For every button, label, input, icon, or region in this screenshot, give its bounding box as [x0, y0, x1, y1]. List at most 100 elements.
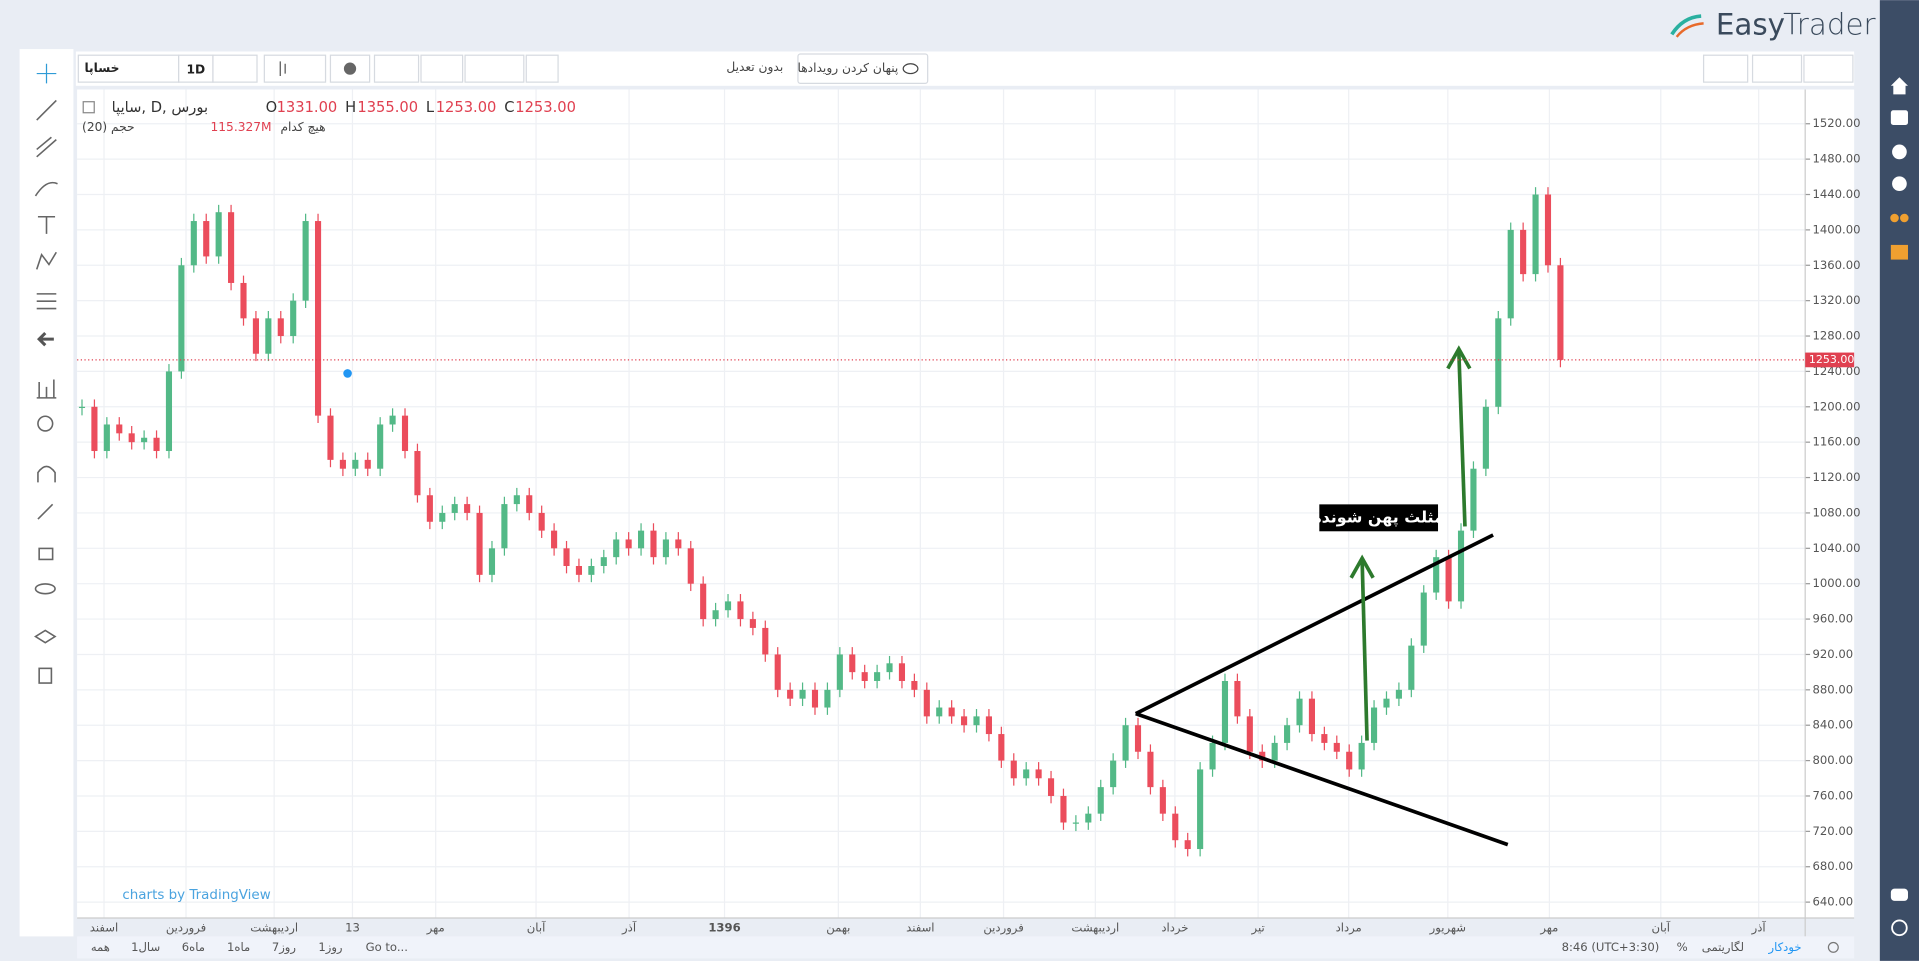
chart-icon[interactable] — [1890, 244, 1908, 260]
settings-button[interactable] — [329, 54, 371, 83]
candle-body — [277, 318, 284, 337]
triangle-upper — [1134, 533, 1494, 716]
cloud-upload-button[interactable] — [1803, 54, 1854, 83]
home-icon[interactable] — [1890, 77, 1908, 95]
x-tick-label: مرداد — [1336, 920, 1362, 935]
settings-icon[interactable] — [1827, 941, 1839, 953]
symbol-input[interactable] — [77, 54, 180, 83]
candle-body — [1097, 787, 1104, 814]
indicators-button[interactable] — [373, 54, 420, 83]
interval-menu[interactable] — [212, 54, 258, 83]
open-value: 1331.00 — [277, 99, 338, 116]
candle-body — [700, 583, 707, 620]
snapshot-button[interactable] — [1702, 54, 1749, 83]
interval-button[interactable] — [178, 54, 214, 83]
log-button[interactable]: لگاریتمی — [1702, 940, 1744, 955]
candle-body — [961, 716, 968, 726]
candle-icon — [279, 61, 286, 77]
candle-body — [1072, 822, 1079, 824]
candle-body — [290, 300, 297, 337]
eye-tool[interactable] — [34, 583, 56, 595]
fullscreen-button[interactable] — [525, 54, 559, 83]
trendline-tool[interactable] — [36, 99, 57, 121]
candle-body — [787, 689, 794, 699]
lock-draw-tool[interactable] — [37, 503, 54, 520]
candle-body — [1122, 725, 1129, 761]
lock-tool[interactable] — [38, 547, 54, 561]
crosshair-tool[interactable] — [36, 63, 57, 84]
db-icon[interactable] — [1890, 110, 1908, 125]
range-button[interactable]: 1سال — [131, 940, 160, 954]
power-icon[interactable] — [1891, 919, 1908, 937]
compare-button[interactable] — [420, 54, 464, 83]
auto-button[interactable]: خودکار — [1767, 940, 1801, 955]
adjust-text[interactable]: بدون تعدیل — [726, 60, 783, 75]
candle-body — [712, 610, 719, 620]
zoom-tool[interactable] — [37, 415, 54, 432]
chart-type-button[interactable] — [263, 54, 327, 83]
candle-body — [1296, 698, 1303, 726]
pitchfork-tool[interactable] — [36, 136, 57, 158]
candle-body — [526, 495, 533, 513]
candle-body — [1147, 751, 1154, 788]
layers-tool[interactable] — [33, 629, 57, 644]
y-tick-label: 1400.00 — [1813, 222, 1861, 236]
grid — [77, 89, 1811, 919]
y-tick-label: 1520.00 — [1813, 116, 1861, 130]
y-tick-label: 920.00 — [1813, 647, 1854, 661]
magnet-tool[interactable] — [37, 465, 56, 483]
candle-body — [1047, 778, 1055, 796]
chart-area — [77, 89, 1855, 919]
measure-tool[interactable] — [36, 379, 57, 399]
x-tick-label: تیر — [1251, 920, 1265, 935]
range-button[interactable]: 1روز — [318, 940, 342, 955]
cloud-download-button[interactable] — [1751, 54, 1803, 83]
candle-body — [998, 734, 1005, 761]
candle-body — [886, 663, 893, 673]
undo-redo[interactable] — [464, 54, 525, 83]
range-button[interactable]: 6ماه — [182, 940, 205, 954]
pie-icon[interactable] — [1892, 176, 1907, 192]
range-button[interactable]: همه — [91, 940, 110, 954]
trash-tool[interactable] — [38, 667, 53, 684]
back-tool[interactable] — [36, 331, 54, 347]
x-tick-label: اسفند — [906, 920, 934, 934]
hide-events-button[interactable] — [797, 53, 929, 84]
candle-body — [128, 433, 135, 443]
candle-body — [426, 495, 433, 522]
candle-body — [1395, 689, 1402, 699]
right-sidebar — [1879, 0, 1919, 961]
brush-tool[interactable] — [34, 181, 58, 197]
y-tick-label: 1440.00 — [1813, 187, 1861, 201]
candle-body — [948, 707, 955, 717]
last-price-tag — [1805, 352, 1855, 368]
collapse-button[interactable] — [82, 101, 95, 114]
percent-button[interactable]: % — [1677, 940, 1688, 954]
candle-body — [1470, 468, 1477, 531]
x-tick-label: آذر — [1751, 920, 1767, 935]
o-label: O — [266, 99, 278, 116]
gear-icon[interactable] — [1892, 144, 1907, 160]
candle-body — [178, 265, 185, 372]
candle-body — [1035, 769, 1042, 779]
pattern-tool[interactable] — [35, 251, 57, 270]
x-tick-label: مهر — [1539, 920, 1558, 935]
chat-icon[interactable] — [1890, 888, 1908, 901]
y-tick-label: 1080.00 — [1813, 505, 1861, 519]
fib-tool[interactable] — [36, 293, 57, 310]
candle-body — [1557, 265, 1564, 360]
candle-body — [563, 548, 570, 567]
annotation: مثلث پهن شونده — [1312, 507, 1444, 527]
range-button[interactable]: 1ماه — [227, 940, 250, 954]
h-label: H — [345, 99, 356, 116]
goto-button[interactable]: Go to... — [366, 940, 408, 954]
candle-body — [687, 548, 694, 584]
binoculars-icon[interactable] — [1890, 213, 1899, 223]
candle-body — [762, 627, 769, 655]
bottom-bar — [77, 936, 1855, 959]
range-button[interactable]: 7روز — [272, 940, 296, 955]
text-tool[interactable] — [37, 215, 56, 234]
y-tick-label: 1000.00 — [1813, 576, 1861, 590]
sidebar-icons — [1890, 77, 1909, 937]
